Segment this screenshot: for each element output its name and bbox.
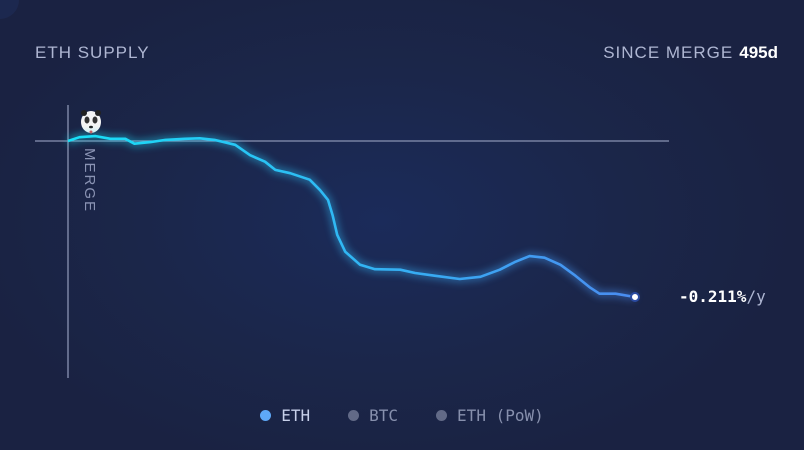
eth-series-line — [67, 134, 636, 299]
since-merge: SINCE MERGE 495d — [603, 43, 778, 63]
end-point-halo — [0, 0, 19, 19]
end-point — [630, 292, 640, 302]
supply-rate: -0.211%/y — [679, 287, 766, 306]
panda-icon — [81, 110, 101, 134]
legend-eth-pow[interactable]: ETH (PoW) — [436, 406, 544, 425]
chart-title: ETH SUPPLY — [35, 43, 150, 62]
eth-series-glow — [67, 133, 636, 300]
since-merge-value: 495d — [739, 43, 778, 62]
legend-dot — [436, 410, 448, 421]
rate-unit: /y — [746, 287, 766, 306]
legend-label: ETH — [281, 406, 311, 425]
legend-eth[interactable]: ETH — [260, 406, 310, 425]
merge-label: MERGE — [81, 148, 98, 213]
legend: ETH BTC ETH (PoW) — [0, 406, 804, 425]
legend-label: BTC — [369, 406, 399, 425]
since-merge-label: SINCE MERGE — [603, 43, 734, 62]
rate-value: -0.211% — [679, 287, 747, 306]
legend-dot — [348, 410, 360, 421]
legend-dot — [260, 410, 272, 421]
legend-label: ETH (PoW) — [457, 406, 544, 425]
legend-btc[interactable]: BTC — [348, 406, 398, 425]
